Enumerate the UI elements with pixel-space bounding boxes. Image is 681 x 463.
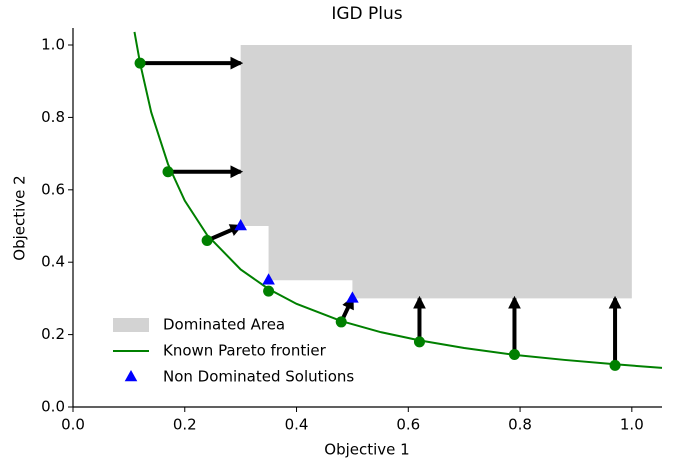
- y-axis-label: Objective 2: [11, 175, 29, 260]
- reference-point: [413, 336, 425, 348]
- reference-point: [263, 285, 275, 297]
- solution-point: [346, 291, 359, 303]
- x-tick-label: 1.0: [620, 416, 644, 434]
- reference-point: [201, 234, 213, 246]
- frontier-line: [133, 31, 663, 369]
- y-tick-label: 0.2: [41, 325, 65, 343]
- reference-point: [508, 349, 520, 361]
- legend-label: Non Dominated Solutions: [163, 368, 354, 386]
- reference-point: [609, 359, 621, 371]
- reference-point: [162, 166, 174, 178]
- x-tick-label: 0.4: [285, 416, 309, 434]
- y-tick-label: 0.4: [41, 253, 65, 271]
- y-tick-label: 0.0: [41, 398, 65, 416]
- x-tick-label: 0.2: [173, 416, 197, 434]
- arrow: [206, 224, 243, 243]
- chart-title: IGD Plus: [331, 4, 402, 24]
- y-tick-label: 0.6: [41, 180, 65, 198]
- solution-point: [234, 219, 247, 231]
- x-tick-label: 0.0: [61, 416, 85, 434]
- y-tick-label: 1.0: [41, 36, 65, 54]
- y-tick-label: 0.8: [41, 108, 65, 126]
- reference-point: [335, 316, 347, 328]
- x-axis-label: Objective 1: [324, 441, 409, 459]
- dominated-area: [240, 45, 632, 299]
- x-tick-label: 0.6: [396, 416, 420, 434]
- reference-point: [134, 57, 146, 69]
- legend-swatch: [113, 318, 149, 332]
- solution-point: [262, 273, 275, 285]
- x-tick-label: 0.8: [508, 416, 532, 434]
- legend-label: Dominated Area: [163, 316, 285, 334]
- legend-label: Known Pareto frontier: [163, 342, 327, 360]
- plot-area: [133, 31, 663, 371]
- legend-swatch: [124, 370, 138, 382]
